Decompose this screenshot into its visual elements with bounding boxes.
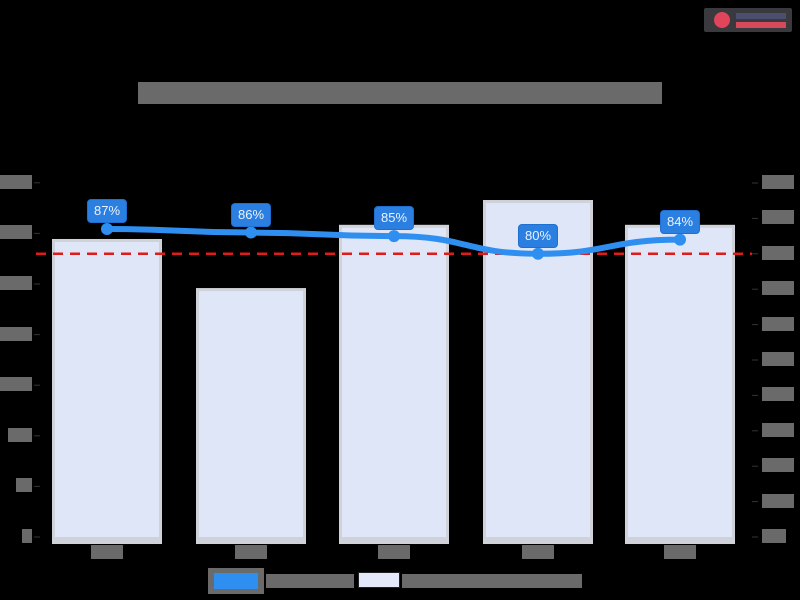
right-axis-label <box>762 387 794 402</box>
left-axis-label <box>0 174 32 189</box>
left-axis-label <box>0 276 32 290</box>
legend-bar-label <box>402 574 582 588</box>
logo-text-top <box>736 13 786 19</box>
bar[interactable] <box>342 227 446 537</box>
right-axis-label <box>762 352 794 366</box>
left-axis-label <box>8 427 32 442</box>
line-point[interactable] <box>245 226 257 239</box>
line-point[interactable] <box>674 233 686 246</box>
legend-bar-swatch[interactable] <box>358 572 400 588</box>
right-axis-label <box>762 175 794 189</box>
x-axis-label <box>235 545 267 559</box>
line-point[interactable] <box>388 230 400 243</box>
line-point[interactable] <box>532 247 544 260</box>
left-axis-label <box>0 326 32 341</box>
logo-text-bottom <box>736 22 786 28</box>
x-axis-label <box>91 545 123 559</box>
right-axis-label <box>762 210 794 225</box>
right-axis-label <box>762 493 794 508</box>
right-axis-label <box>762 245 794 260</box>
legend-line-label <box>266 574 354 588</box>
right-axis-label <box>762 281 794 296</box>
left-axis-label <box>0 225 32 240</box>
logo-mark-icon <box>714 12 730 28</box>
left-axis-label <box>16 478 32 493</box>
left-axis-label <box>0 377 32 392</box>
data-label: 84% <box>659 209 701 234</box>
right-axis-label <box>762 458 794 473</box>
right-axis-label <box>762 316 794 331</box>
brand-logo <box>704 8 792 32</box>
x-axis-label <box>378 545 410 559</box>
data-label: 87% <box>86 199 128 224</box>
data-label: 85% <box>373 206 415 231</box>
chart-title <box>138 82 662 104</box>
right-axis-label <box>762 529 786 543</box>
data-label: 86% <box>230 202 272 227</box>
x-axis-label <box>522 545 554 559</box>
bar[interactable] <box>55 241 159 537</box>
x-axis-label <box>664 545 696 559</box>
left-axis-label <box>22 529 32 543</box>
bar[interactable] <box>199 291 303 537</box>
bar[interactable] <box>628 227 732 537</box>
data-label: 80% <box>517 223 559 248</box>
line-point[interactable] <box>101 223 113 236</box>
legend-line-swatch[interactable] <box>208 568 264 594</box>
right-axis-label <box>762 422 794 437</box>
